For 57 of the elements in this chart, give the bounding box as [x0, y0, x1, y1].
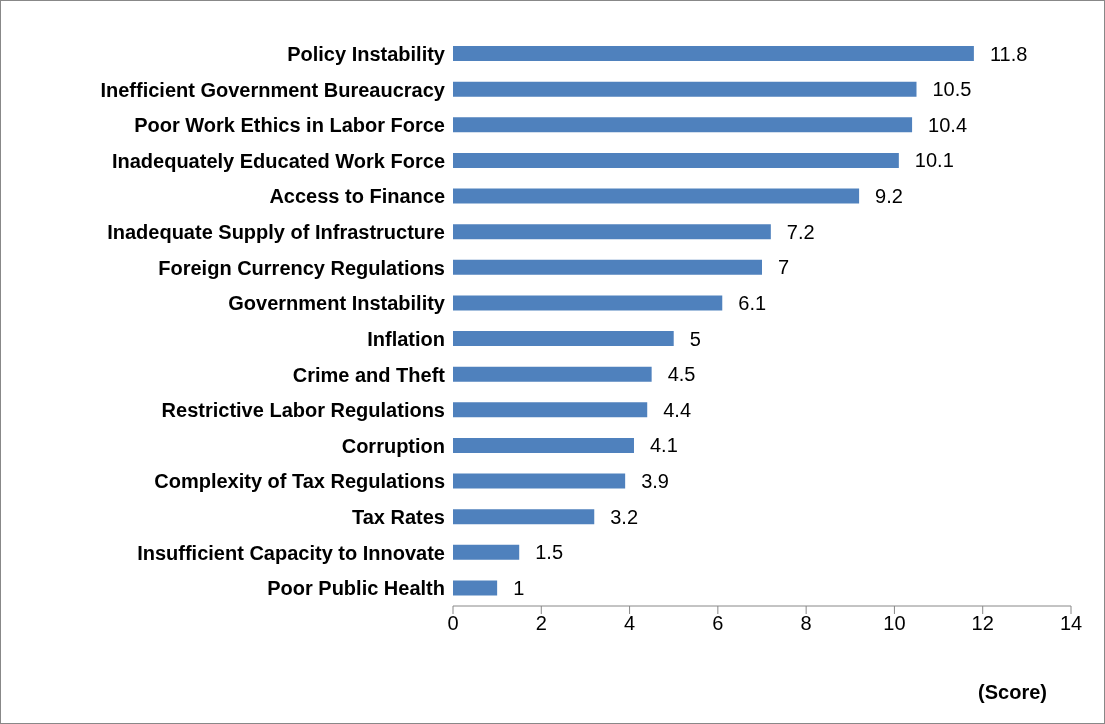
- y-tick-label: Foreign Currency Regulations: [158, 256, 445, 279]
- x-tick-label: 0: [447, 612, 459, 635]
- x-tick-label: 6: [712, 612, 724, 635]
- data-label: 10.4: [928, 113, 968, 136]
- data-label: 3.9: [641, 470, 669, 493]
- y-tick-label: Complexity of Tax Regulations: [154, 470, 445, 493]
- bar: [453, 188, 860, 204]
- data-label: 5: [689, 327, 701, 350]
- bar: [453, 366, 652, 382]
- y-tick-label: Policy Instability: [287, 42, 446, 65]
- y-tick-label: Inadequate Supply of Infrastructure: [107, 221, 445, 244]
- data-label: 7.2: [786, 220, 815, 243]
- bar: [453, 331, 674, 346]
- bar: [453, 402, 648, 418]
- bar: [453, 152, 899, 168]
- bar: [453, 259, 762, 275]
- bar: [453, 509, 595, 525]
- data-label: 11.8: [989, 42, 1028, 65]
- x-tick-label: 12: [971, 612, 994, 635]
- y-tick-label: Government Instability: [228, 292, 446, 315]
- y-tick-label: Inefficient Government Bureaucracy: [100, 78, 446, 101]
- data-label: 10.1: [914, 149, 954, 172]
- data-label: 7: [778, 256, 790, 279]
- bar: [453, 117, 913, 133]
- data-label: 9.2: [875, 185, 903, 208]
- y-tick-label: Corruption: [341, 434, 445, 457]
- data-label: 4.5: [667, 363, 696, 386]
- x-tick-label: 4: [624, 612, 636, 635]
- bar: [453, 295, 723, 311]
- data-label: 1: [513, 576, 525, 599]
- bar: [453, 544, 520, 560]
- x-tick-label: 10: [883, 612, 906, 635]
- y-tick-label: Crime and Theft: [292, 363, 446, 386]
- bar: [453, 81, 917, 97]
- y-tick-label: Tax Rates: [351, 506, 445, 529]
- data-label: 4.1: [649, 434, 678, 457]
- x-tick-label: 8: [800, 612, 812, 635]
- y-tick-label: Poor Work Ethics in Labor Force: [134, 114, 445, 137]
- bar: [453, 437, 634, 453]
- bar: [453, 580, 498, 596]
- data-label: 6.1: [738, 291, 767, 314]
- data-label: 1.5: [535, 541, 564, 564]
- data-label: 3.2: [610, 505, 639, 528]
- bar: [453, 46, 974, 61]
- y-tick-label: Poor Public Health: [267, 577, 445, 600]
- x-tick-label: 2: [535, 612, 547, 635]
- y-tick-label: Insufficient Capacity to Innovate: [137, 541, 445, 564]
- y-tick-label: Inadequately Educated Work Force: [111, 149, 445, 172]
- bar: [453, 473, 626, 489]
- data-label: 10.5: [932, 78, 972, 101]
- y-tick-label: Inflation: [367, 327, 445, 350]
- x-tick-label: 14: [1059, 612, 1083, 635]
- y-tick-label: Access to Finance: [269, 185, 445, 208]
- bar: [453, 224, 771, 240]
- data-label: 4.4: [663, 398, 692, 421]
- y-tick-label: Restrictive Labor Regulations: [161, 399, 445, 422]
- x-axis-title: (Score): [978, 681, 1047, 703]
